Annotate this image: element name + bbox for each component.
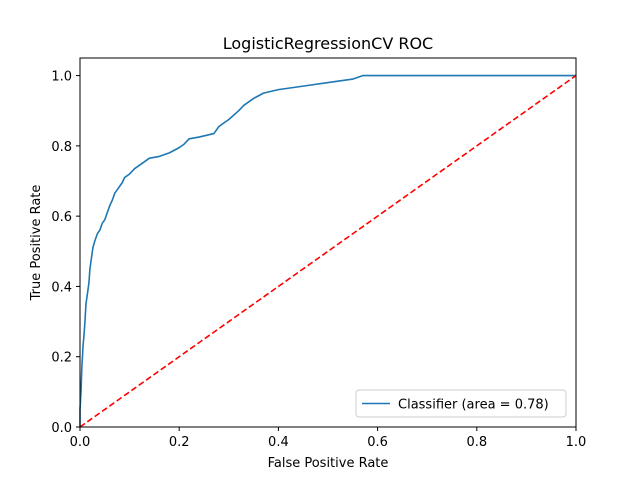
- legend-entry-classifier: Classifier (area = 0.78): [398, 398, 549, 413]
- y-tick-label: 0.6: [51, 210, 72, 225]
- axes-frame: [79, 57, 577, 428]
- y-axis-label: True Positive Rate: [29, 185, 44, 302]
- plot-area: [79, 74, 577, 428]
- y-tick-label: 0.2: [51, 351, 72, 366]
- x-tick-label: 0.6: [367, 435, 388, 450]
- x-tick-label: 1.0: [566, 435, 587, 450]
- x-tick-label: 0.8: [466, 435, 487, 450]
- y-tick-label: 0.8: [51, 140, 72, 155]
- axes: 0.0 0.2 0.4 0.6 0.8 1.0 0.0 0.2 0.4 0.6 0.8 1.0: [51, 57, 587, 450]
- legend-box: [355, 389, 567, 418]
- x-tick-label: 0.2: [169, 435, 190, 450]
- legend: Classifier (area = 0.78): [355, 389, 567, 418]
- x-tick-label: 0.0: [70, 435, 91, 450]
- y-tick-label: 0.0: [51, 421, 72, 436]
- chart-title: LogisticRegressionCV ROC: [223, 34, 433, 53]
- y-tick-label: 0.4: [51, 280, 72, 295]
- y-tick-label: 1.0: [51, 70, 72, 85]
- x-tick-label: 0.4: [268, 435, 289, 450]
- roc-curve-line: [79, 74, 576, 427]
- chance-diagonal-line: [79, 74, 577, 428]
- x-axis-label: False Positive Rate: [268, 456, 389, 471]
